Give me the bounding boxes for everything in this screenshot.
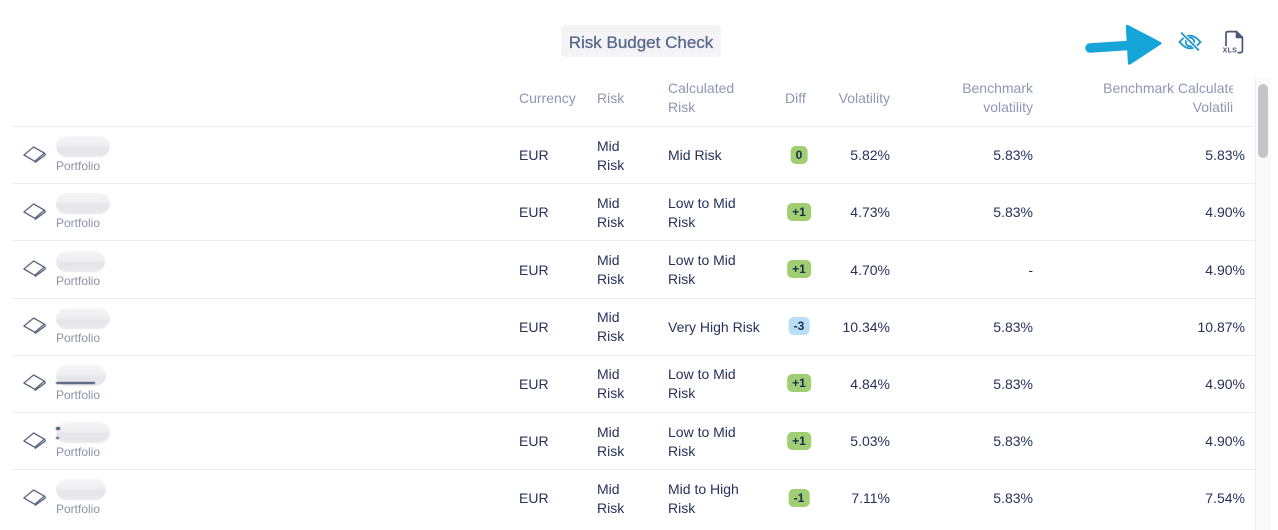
svg-text:XLS: XLS xyxy=(1223,46,1238,55)
